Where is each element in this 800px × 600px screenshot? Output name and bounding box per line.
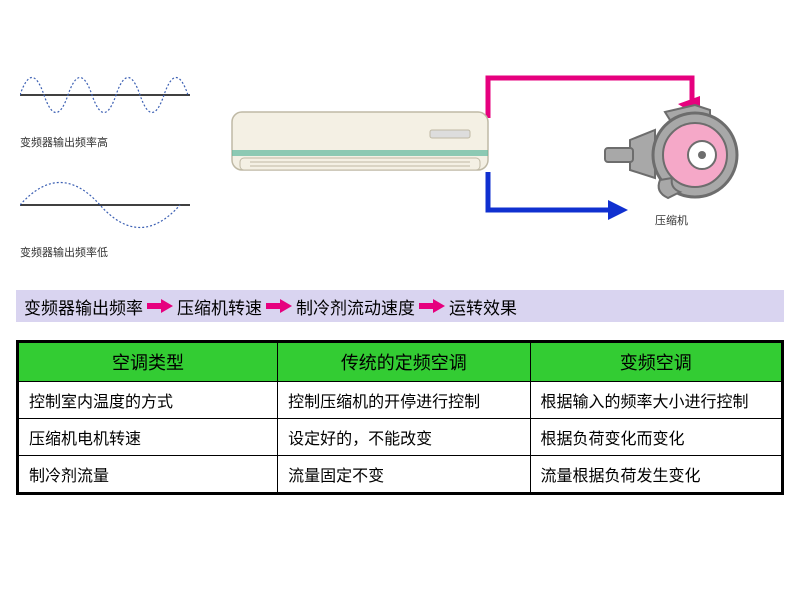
flow-chain-bar: 变频器输出频率 压缩机转速 制冷剂流动速度 运转效果 bbox=[16, 290, 784, 322]
table-cell: 制冷剂流量 bbox=[18, 456, 278, 494]
table-header: 空调类型 bbox=[18, 342, 278, 382]
wave-high-icon bbox=[20, 60, 190, 130]
table-row: 压缩机电机转速设定好的，不能改变根据负荷变化而变化 bbox=[18, 419, 783, 456]
arrow-icon bbox=[266, 299, 292, 313]
flow-seg-2: 压缩机转速 bbox=[177, 294, 262, 319]
table-row: 制冷剂流量流量固定不变流量根据负荷发生变化 bbox=[18, 456, 783, 494]
wave-low-freq: 变频器输出频率低 bbox=[20, 170, 190, 260]
table-cell: 流量根据负荷发生变化 bbox=[530, 456, 782, 494]
ac-indoor-unit bbox=[230, 110, 490, 180]
table-cell: 根据负荷变化而变化 bbox=[530, 419, 782, 456]
table-cell: 设定好的，不能改变 bbox=[278, 419, 530, 456]
arrow-icon bbox=[147, 299, 173, 313]
table-row: 控制室内温度的方式控制压缩机的开停进行控制根据输入的频率大小进行控制 bbox=[18, 382, 783, 419]
compressor-icon bbox=[600, 100, 750, 210]
wave-high-label: 变频器输出频率高 bbox=[20, 134, 190, 150]
arrow-icon bbox=[419, 299, 445, 313]
table-header: 传统的定频空调 bbox=[278, 342, 530, 382]
flow-seg-1: 变频器输出频率 bbox=[24, 294, 143, 319]
table-cell: 压缩机电机转速 bbox=[18, 419, 278, 456]
flow-seg-4: 运转效果 bbox=[449, 294, 517, 319]
flow-seg-3: 制冷剂流动速度 bbox=[296, 294, 415, 319]
table-header: 变频空调 bbox=[530, 342, 782, 382]
wave-low-icon bbox=[20, 170, 190, 240]
wave-high-freq: 变频器输出频率高 bbox=[20, 60, 190, 150]
compressor-label: 压缩机 bbox=[655, 212, 688, 228]
table-cell: 根据输入的频率大小进行控制 bbox=[530, 382, 782, 419]
compressor-unit bbox=[600, 100, 750, 210]
wave-low-label: 变频器输出频率低 bbox=[20, 244, 190, 260]
table-cell: 流量固定不变 bbox=[278, 456, 530, 494]
ac-unit-icon bbox=[230, 110, 490, 180]
diagram-area: 变频器输出频率高 变频器输出频率低 压缩机 bbox=[0, 0, 800, 280]
table-cell: 控制室内温度的方式 bbox=[18, 382, 278, 419]
comparison-table: 空调类型传统的定频空调变频空调控制室内温度的方式控制压缩机的开停进行控制根据输入… bbox=[16, 340, 784, 495]
table-cell: 控制压缩机的开停进行控制 bbox=[278, 382, 530, 419]
